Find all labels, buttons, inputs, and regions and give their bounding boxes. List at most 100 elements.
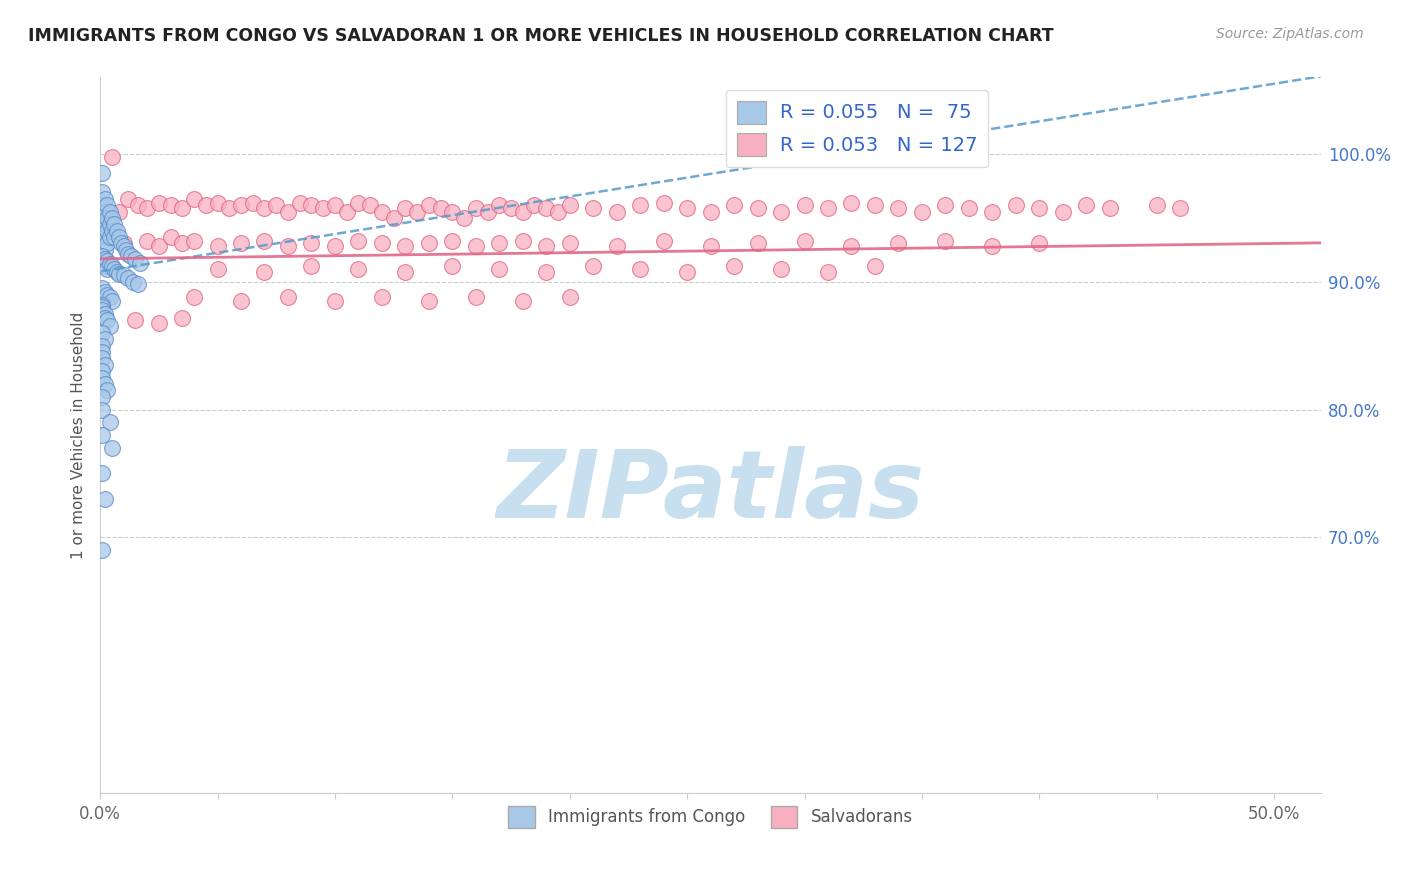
Point	[94, 332, 117, 346]
Point	[488, 198, 510, 212]
Point	[98, 204, 121, 219]
Point	[371, 236, 394, 251]
Point	[582, 201, 605, 215]
Point	[101, 293, 124, 308]
Point	[1076, 198, 1098, 212]
Point	[91, 370, 114, 384]
Point	[207, 195, 229, 210]
Point	[94, 285, 117, 299]
Point	[96, 313, 118, 327]
Point	[129, 255, 152, 269]
Point	[96, 384, 118, 398]
Point	[747, 236, 769, 251]
Point	[94, 491, 117, 506]
Point	[112, 239, 135, 253]
Point	[1004, 198, 1026, 212]
Point	[817, 201, 839, 215]
Point	[747, 201, 769, 215]
Point	[124, 313, 146, 327]
Point	[96, 224, 118, 238]
Point	[723, 260, 745, 274]
Point	[96, 287, 118, 301]
Point	[606, 204, 628, 219]
Point	[96, 236, 118, 251]
Point	[159, 230, 181, 244]
Point	[148, 195, 170, 210]
Point	[382, 211, 405, 225]
Point	[406, 204, 429, 219]
Point	[183, 234, 205, 248]
Point	[91, 198, 114, 212]
Point	[323, 293, 346, 308]
Point	[347, 195, 370, 210]
Point	[981, 204, 1004, 219]
Point	[769, 262, 792, 277]
Point	[1098, 201, 1121, 215]
Point	[105, 264, 128, 278]
Point	[91, 302, 114, 317]
Point	[148, 239, 170, 253]
Point	[101, 150, 124, 164]
Point	[558, 236, 581, 251]
Point	[207, 239, 229, 253]
Point	[183, 192, 205, 206]
Point	[312, 201, 335, 215]
Point	[347, 262, 370, 277]
Point	[108, 204, 131, 219]
Point	[159, 198, 181, 212]
Point	[96, 262, 118, 277]
Point	[887, 236, 910, 251]
Point	[94, 243, 117, 257]
Point	[108, 230, 131, 244]
Point	[94, 358, 117, 372]
Point	[98, 319, 121, 334]
Point	[418, 293, 440, 308]
Point	[536, 264, 558, 278]
Point	[94, 307, 117, 321]
Point	[96, 254, 118, 268]
Point	[277, 239, 299, 253]
Point	[288, 195, 311, 210]
Point	[1028, 201, 1050, 215]
Point	[558, 290, 581, 304]
Point	[91, 428, 114, 442]
Point	[94, 376, 117, 391]
Point	[652, 195, 675, 210]
Point	[981, 239, 1004, 253]
Point	[887, 201, 910, 215]
Point	[628, 198, 651, 212]
Point	[91, 390, 114, 404]
Point	[512, 234, 534, 248]
Point	[547, 204, 569, 219]
Point	[523, 198, 546, 212]
Point	[91, 467, 114, 481]
Point	[120, 249, 142, 263]
Point	[488, 236, 510, 251]
Point	[101, 441, 124, 455]
Legend: Immigrants from Congo, Salvadorans: Immigrants from Congo, Salvadorans	[502, 799, 920, 834]
Point	[98, 217, 121, 231]
Point	[91, 186, 114, 200]
Point	[441, 204, 464, 219]
Point	[91, 402, 114, 417]
Point	[101, 260, 124, 274]
Point	[136, 201, 159, 215]
Point	[1168, 201, 1191, 215]
Point	[103, 230, 125, 244]
Point	[207, 262, 229, 277]
Point	[91, 198, 114, 212]
Point	[277, 204, 299, 219]
Point	[91, 255, 114, 269]
Point	[336, 204, 359, 219]
Point	[115, 243, 138, 257]
Point	[148, 316, 170, 330]
Point	[96, 198, 118, 212]
Point	[253, 264, 276, 278]
Point	[558, 198, 581, 212]
Point	[172, 310, 194, 325]
Point	[117, 271, 139, 285]
Point	[394, 239, 416, 253]
Point	[699, 239, 721, 253]
Point	[1052, 204, 1074, 219]
Point	[464, 290, 486, 304]
